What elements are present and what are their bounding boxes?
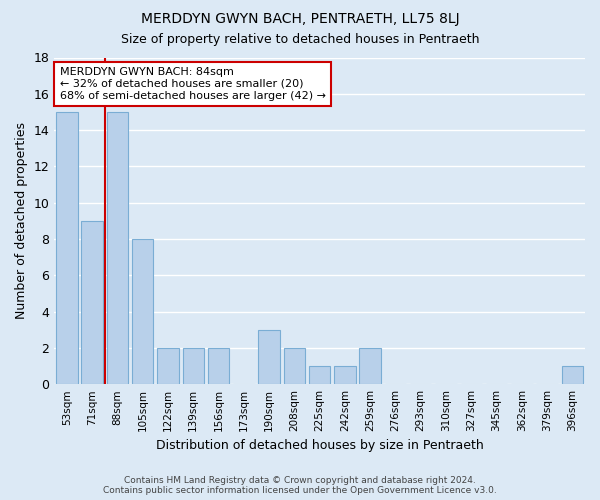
- Text: Size of property relative to detached houses in Pentraeth: Size of property relative to detached ho…: [121, 32, 479, 46]
- Bar: [82, 221, 103, 384]
- Bar: [284, 348, 305, 384]
- Text: MERDDYN GWYN BACH, PENTRAETH, LL75 8LJ: MERDDYN GWYN BACH, PENTRAETH, LL75 8LJ: [140, 12, 460, 26]
- Bar: [309, 366, 331, 384]
- Bar: [132, 239, 154, 384]
- Bar: [182, 348, 204, 384]
- Bar: [56, 112, 77, 384]
- Bar: [208, 348, 229, 384]
- Bar: [562, 366, 583, 384]
- Bar: [107, 112, 128, 384]
- Text: MERDDYN GWYN BACH: 84sqm
← 32% of detached houses are smaller (20)
68% of semi-d: MERDDYN GWYN BACH: 84sqm ← 32% of detach…: [59, 68, 326, 100]
- X-axis label: Distribution of detached houses by size in Pentraeth: Distribution of detached houses by size …: [156, 440, 484, 452]
- Bar: [157, 348, 179, 384]
- Text: Contains HM Land Registry data © Crown copyright and database right 2024.
Contai: Contains HM Land Registry data © Crown c…: [103, 476, 497, 495]
- Bar: [359, 348, 381, 384]
- Y-axis label: Number of detached properties: Number of detached properties: [15, 122, 28, 320]
- Bar: [334, 366, 356, 384]
- Bar: [259, 330, 280, 384]
